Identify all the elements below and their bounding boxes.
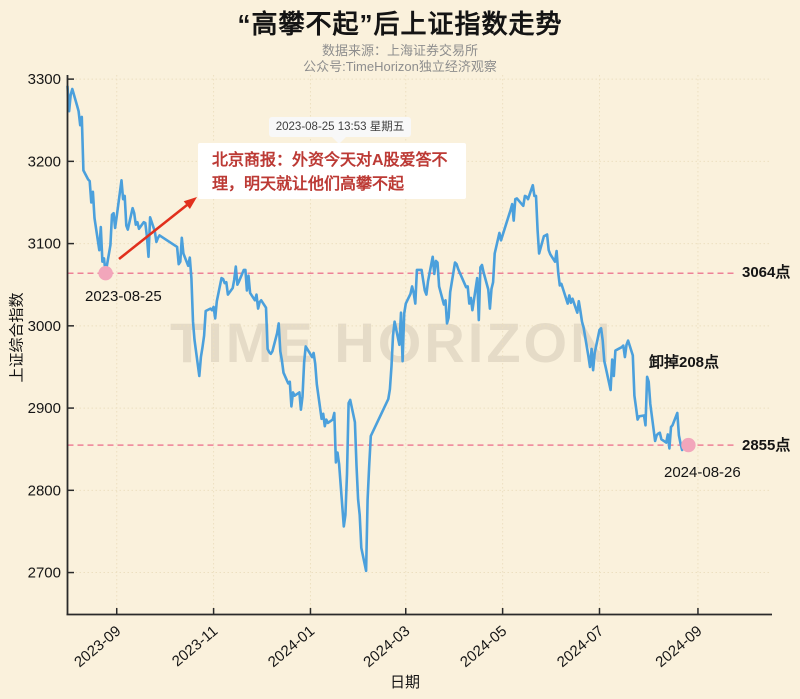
marker-dot xyxy=(98,266,113,281)
account-line: 公众号:TimeHorizon独立经济观察 xyxy=(303,59,497,74)
news-timestamp-tail-icon xyxy=(332,137,346,144)
y-tick-label: 3100 xyxy=(28,236,61,253)
y-tick-label: 2700 xyxy=(28,565,61,582)
chart-subtitle: 数据来源：上海证券交易所 公众号:TimeHorizon独立经济观察 xyxy=(0,43,800,75)
marker-dot xyxy=(681,437,696,453)
x-tick-label: 2024-03 xyxy=(360,623,413,671)
marked-point-label-start: 2023-08-25 xyxy=(85,288,162,305)
x-tick-label: 2024-05 xyxy=(457,623,510,671)
y-tick-label: 2800 xyxy=(28,482,61,499)
x-tick-label: 2023-09 xyxy=(71,623,124,671)
y-axis-title: 上证综合指数 xyxy=(8,292,26,383)
arrow-shaft xyxy=(118,203,188,261)
arrow-head xyxy=(183,197,197,209)
x-tick-label: 2024-01 xyxy=(265,623,318,671)
y-tick-label: 3200 xyxy=(28,153,61,170)
y-tick-label: 3000 xyxy=(28,318,61,335)
marked-point-label-end: 2024-08-26 xyxy=(664,464,741,481)
watermark-text: TIME HORIZON xyxy=(170,311,614,374)
y-tick-label: 2900 xyxy=(28,400,61,417)
ref-line-label-2855: 2855点 xyxy=(742,437,791,454)
chart-title: “高攀不起”后上证指数走势 xyxy=(237,9,563,39)
ref-line-label-3064: 3064点 xyxy=(742,264,791,281)
annotation-arrow xyxy=(118,197,197,261)
news-timestamp: 2023-08-25 13:53 星期五 xyxy=(269,117,411,137)
y-tick-label: 3300 xyxy=(28,71,61,88)
x-tick-label: 2024-07 xyxy=(554,623,607,671)
drop-points-label: 卸掉208点 xyxy=(649,354,720,371)
news-headline: 北京商报：外资今天对A股爱答不理，明天就让他们高攀不起 xyxy=(212,152,448,193)
data-source-line: 数据来源：上海证券交易所 xyxy=(321,43,478,58)
x-tick-label: 2023-11 xyxy=(169,623,221,671)
news-card: 北京商报：外资今天对A股爱答不理，明天就让他们高攀不起 xyxy=(198,143,466,199)
x-tick-label: 2024-09 xyxy=(652,623,705,671)
price-line xyxy=(66,85,690,573)
x-axis-title: 日期 xyxy=(389,674,420,691)
